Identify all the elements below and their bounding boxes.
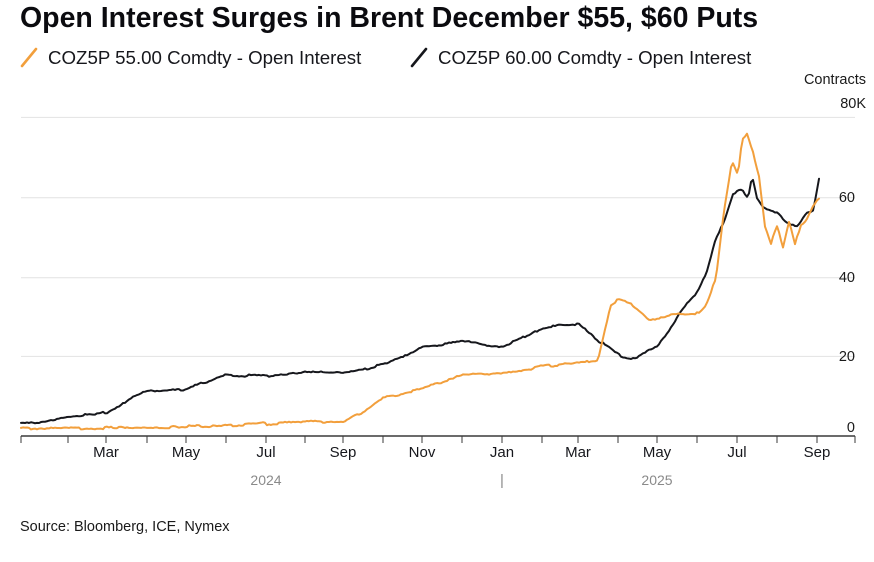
svg-text:2025: 2025 — [641, 472, 672, 488]
svg-text:Sep: Sep — [804, 444, 831, 461]
svg-text:Mar: Mar — [565, 444, 591, 461]
svg-text:80K: 80K — [840, 96, 866, 112]
svg-text:Jul: Jul — [256, 444, 275, 461]
svg-text:Contracts: Contracts — [804, 72, 866, 88]
svg-text:Jul: Jul — [727, 444, 746, 461]
svg-text:May: May — [172, 444, 201, 461]
svg-text:0: 0 — [847, 420, 855, 436]
svg-text:Mar: Mar — [93, 444, 119, 461]
svg-text:May: May — [643, 444, 672, 461]
svg-text:60: 60 — [839, 190, 855, 206]
svg-text:Nov: Nov — [409, 444, 436, 461]
svg-text:20: 20 — [839, 349, 855, 365]
svg-text:Sep: Sep — [330, 444, 357, 461]
svg-text:2024: 2024 — [250, 472, 281, 488]
svg-text:40: 40 — [839, 270, 855, 286]
svg-text:|: | — [500, 472, 504, 489]
svg-text:Jan: Jan — [490, 444, 514, 461]
